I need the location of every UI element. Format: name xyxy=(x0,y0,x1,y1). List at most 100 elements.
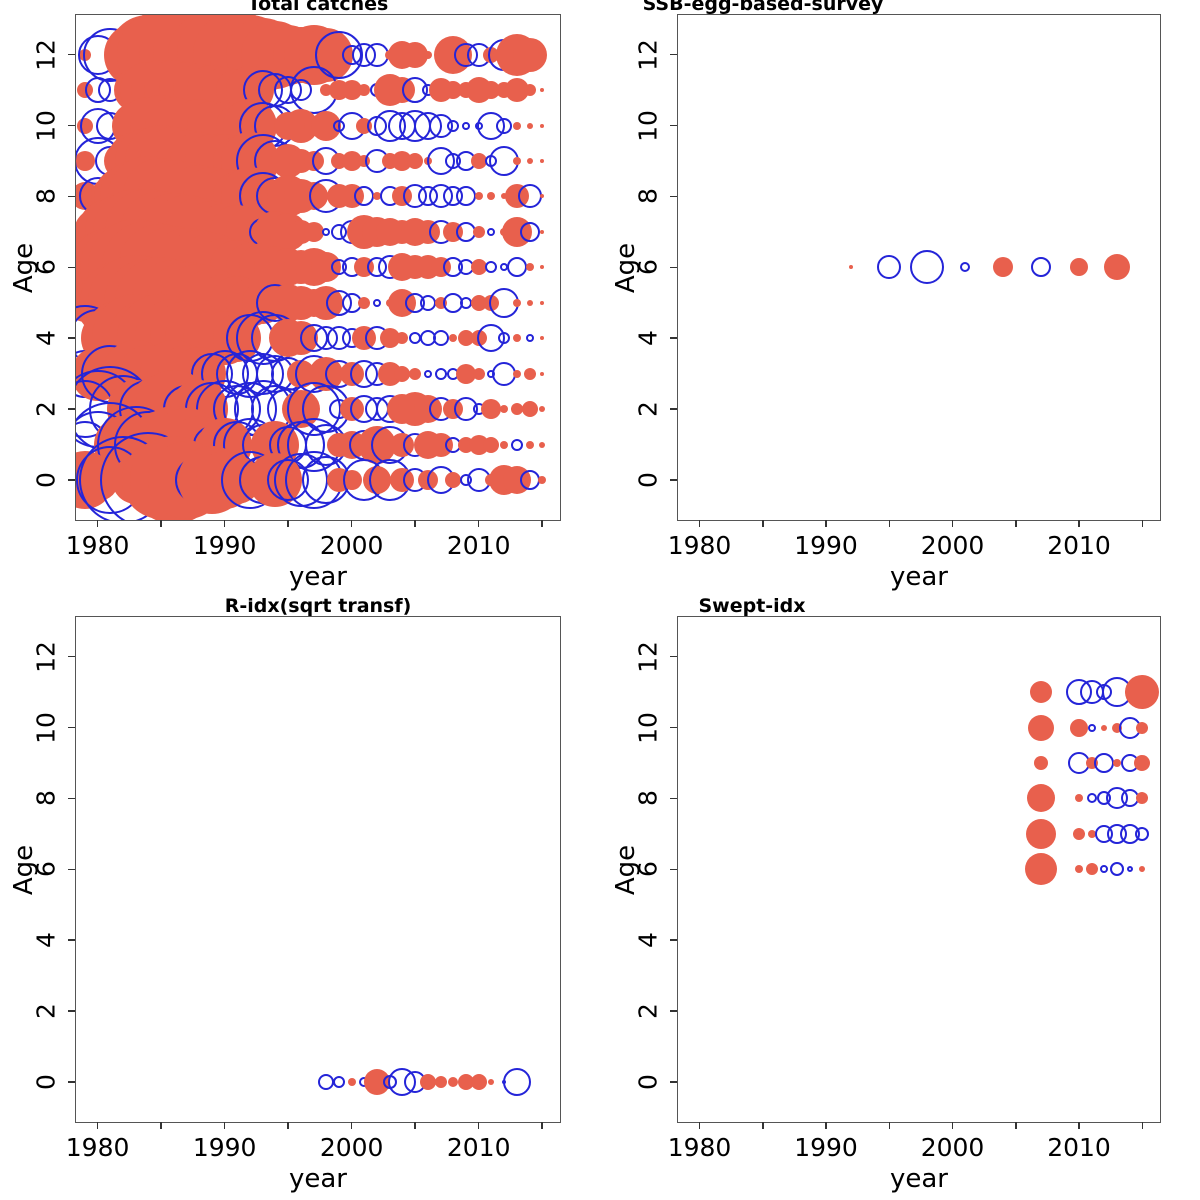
bubble xyxy=(849,265,854,270)
x-tick xyxy=(888,520,891,527)
bubble xyxy=(379,328,400,349)
bubble xyxy=(318,1073,335,1090)
y-tick-label: 0 xyxy=(633,472,663,488)
x-tick xyxy=(1078,520,1080,527)
bubble xyxy=(358,296,371,309)
x-tick-label: 1980 xyxy=(667,1133,732,1162)
x-tick xyxy=(1015,1122,1017,1129)
bubble xyxy=(512,334,521,343)
bubble xyxy=(500,405,509,414)
bubble xyxy=(457,1073,474,1090)
bubble xyxy=(540,371,545,376)
y-tick xyxy=(68,53,75,56)
plot-area xyxy=(75,616,561,1123)
x-tick xyxy=(96,1122,99,1129)
x-tick xyxy=(825,520,827,527)
bubble xyxy=(517,184,542,209)
bubble xyxy=(523,84,536,97)
x-axis-label: year xyxy=(288,1164,348,1194)
bubble xyxy=(341,151,362,171)
panel-title: Total catches xyxy=(247,0,389,15)
bubble xyxy=(525,263,534,272)
y-tick xyxy=(68,1010,75,1012)
bubble xyxy=(482,81,501,100)
bubble xyxy=(512,298,521,307)
bubble xyxy=(373,192,382,201)
x-tick xyxy=(96,520,99,527)
bubble xyxy=(526,122,533,129)
bubble xyxy=(1075,865,1084,874)
x-tick xyxy=(287,1122,289,1129)
y-tick xyxy=(68,408,75,410)
y-tick xyxy=(670,195,677,198)
bubble xyxy=(540,265,545,270)
bubble xyxy=(512,369,521,378)
x-tick xyxy=(541,1122,543,1129)
x-tick xyxy=(223,1122,226,1129)
bubble xyxy=(1075,794,1084,803)
panel-title: SSB-egg-based-survey xyxy=(642,0,884,15)
bubble xyxy=(877,255,902,280)
bubble xyxy=(521,401,538,418)
y-tick-label: 10 xyxy=(633,711,663,744)
y-tick xyxy=(670,939,677,941)
bubble xyxy=(540,194,545,199)
bubble xyxy=(1109,862,1124,877)
y-tick-label: 4 xyxy=(31,932,61,949)
bubble xyxy=(993,257,1014,278)
y-tick-label: 2 xyxy=(31,401,61,418)
y-tick xyxy=(68,726,75,729)
x-tick xyxy=(698,520,701,527)
y-tick xyxy=(68,797,75,800)
x-tick-label: 1980 xyxy=(667,531,732,560)
bubble xyxy=(423,50,432,59)
bubble xyxy=(512,157,521,165)
bubble xyxy=(432,330,449,347)
x-tick-label: 1980 xyxy=(65,1133,130,1162)
x-tick-label: 2010 xyxy=(1047,1133,1111,1162)
y-tick xyxy=(68,868,75,871)
bubble xyxy=(501,193,508,200)
y-tick xyxy=(670,868,677,871)
y-tick xyxy=(670,1010,677,1012)
bubble xyxy=(434,367,447,380)
bubble xyxy=(540,229,545,234)
x-tick-label: 1990 xyxy=(192,531,257,560)
bubble xyxy=(1028,714,1055,741)
bubble xyxy=(396,332,409,345)
y-tick-label: 2 xyxy=(31,1003,61,1020)
y-tick-label: 12 xyxy=(31,640,61,673)
x-tick xyxy=(541,520,543,527)
x-tick-label: 2000 xyxy=(319,1133,384,1162)
bubble xyxy=(540,52,545,57)
bubble xyxy=(538,475,547,484)
y-tick xyxy=(68,266,75,269)
bubble xyxy=(322,227,331,236)
bubble xyxy=(506,257,527,278)
bubble xyxy=(474,192,483,201)
bubble xyxy=(1125,675,1160,710)
plot-area xyxy=(75,14,561,521)
y-tick xyxy=(670,53,677,56)
bubble xyxy=(303,221,324,242)
bubble xyxy=(1135,826,1150,841)
bubble xyxy=(539,441,546,448)
y-tick-label: 4 xyxy=(633,330,663,347)
bubble xyxy=(1139,866,1146,873)
y-tick xyxy=(68,1081,75,1083)
x-tick xyxy=(698,1122,701,1129)
y-tick xyxy=(670,726,677,729)
bubble xyxy=(483,436,500,453)
bubble xyxy=(1086,793,1097,804)
x-tick xyxy=(414,520,416,527)
bubble xyxy=(448,1076,459,1087)
bubble xyxy=(540,336,545,341)
x-tick-label: 1990 xyxy=(794,531,858,560)
bubble xyxy=(1027,784,1056,813)
bubble xyxy=(341,80,362,101)
bubble xyxy=(472,225,485,238)
y-tick-label: 2 xyxy=(633,1003,663,1020)
bubble xyxy=(434,1075,447,1088)
bubble xyxy=(1101,724,1108,731)
